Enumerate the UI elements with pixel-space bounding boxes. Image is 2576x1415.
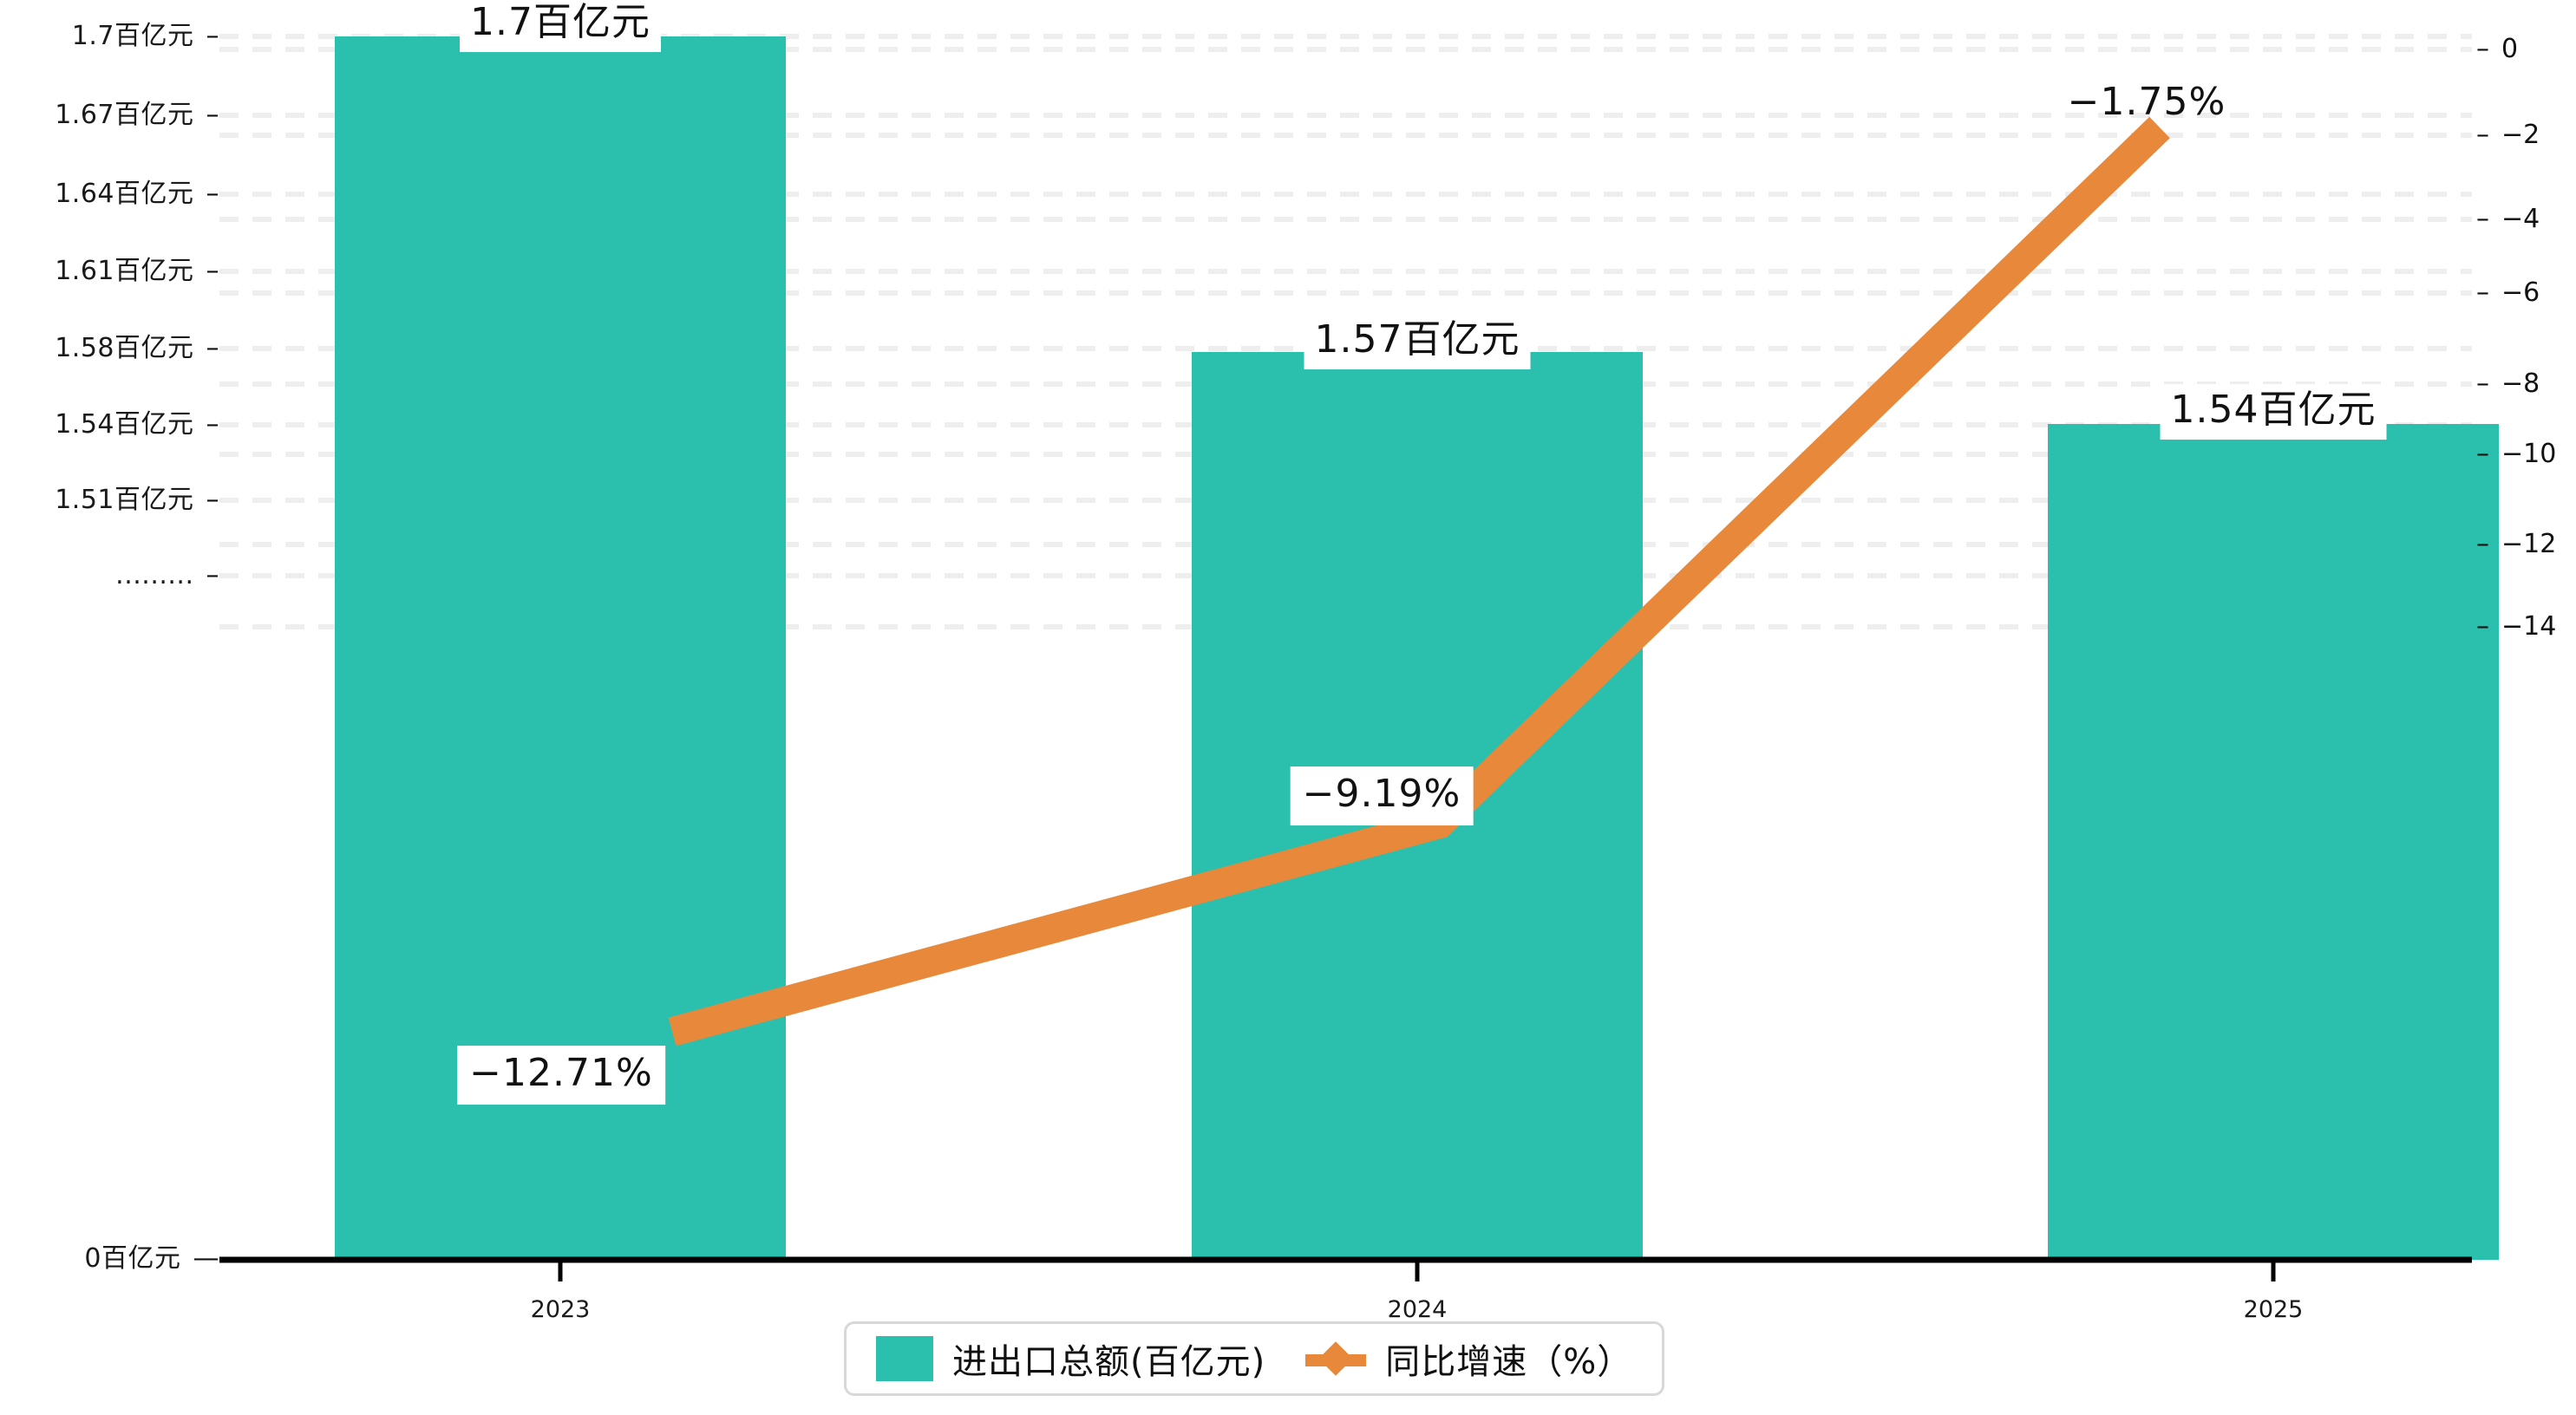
tick-text: 1.64百亿元 <box>55 179 194 209</box>
tick-text: −10 <box>2501 439 2557 469</box>
tick-text: 1.67百亿元 <box>55 100 194 130</box>
left-axis-tick-label: 0百亿元 — <box>84 1246 219 1272</box>
left-axis-tick-label: 1.58百亿元 – <box>55 336 219 362</box>
left-axis-tick-label: 1.64百亿元 – <box>55 181 219 207</box>
tick-dash: – <box>206 409 219 440</box>
right-axis-tick-label: – −4 <box>2476 206 2540 232</box>
tick-dash: – <box>2476 529 2489 559</box>
tick-dash: – <box>206 256 219 286</box>
tick-dash: – <box>2476 34 2489 64</box>
line-data-label: −9.19% <box>1290 766 1474 825</box>
tick-text: −14 <box>2501 611 2557 642</box>
chart-legend[interactable]: 进出口总额(百亿元) 同比增速（%） <box>844 1321 1665 1396</box>
right-axis-tick-label: – −6 <box>2476 280 2540 306</box>
left-axis-tick-label: 1.67百亿元 – <box>55 102 219 128</box>
tick-dash: – <box>206 21 219 51</box>
tick-text: −2 <box>2501 120 2540 150</box>
line-data-label: −1.75% <box>2067 80 2226 125</box>
right-axis-tick-label: – −10 <box>2476 441 2556 467</box>
legend-bar-swatch-icon <box>876 1336 933 1381</box>
tick-text: ......... <box>115 560 194 590</box>
tick-dash: – <box>2476 611 2489 642</box>
right-axis-tick-label: – −12 <box>2476 531 2556 558</box>
bar-data-label: 1.57百亿元 <box>1304 314 1531 369</box>
legend-line-marker-icon <box>1305 1341 1367 1376</box>
left-axis-tick-label: 1.7百亿元 – <box>72 23 219 49</box>
right-axis-tick-label: –0 <box>2476 36 2518 62</box>
line-data-label: −12.71% <box>457 1046 665 1105</box>
x-axis-tick-label: 2025 <box>2243 1296 2304 1323</box>
tick-dash: — <box>193 1243 219 1274</box>
right-axis-tick-label: – −14 <box>2476 614 2556 640</box>
tick-text: 1.54百亿元 <box>55 409 194 440</box>
right-axis-tick-label: – −8 <box>2476 371 2540 397</box>
tick-text: −6 <box>2501 277 2540 308</box>
tick-dash: – <box>2476 204 2489 234</box>
tick-text: 0百亿元 <box>84 1243 181 1274</box>
tick-text: −12 <box>2501 529 2557 559</box>
tick-dash: – <box>2476 439 2489 469</box>
tick-text: 1.61百亿元 <box>55 256 194 286</box>
legend-item[interactable]: 同比增速（%） <box>1305 1333 1632 1384</box>
tick-text: −8 <box>2501 368 2540 399</box>
bar-data-label: 1.7百亿元 <box>460 0 661 52</box>
legend-label: 进出口总额(百亿元) <box>952 1342 1266 1382</box>
tick-text: 1.51百亿元 <box>55 485 194 515</box>
bar[interactable] <box>2048 424 2499 1260</box>
left-axis-tick-label: ......... – <box>115 563 219 589</box>
left-axis-tick-label: 1.61百亿元 – <box>55 258 219 284</box>
tick-dash: – <box>206 560 219 590</box>
tick-dash: – <box>206 485 219 515</box>
diamond-marker-icon <box>1318 1341 1354 1376</box>
tick-dash: – <box>206 179 219 209</box>
tick-text: 1.58百亿元 <box>55 333 194 363</box>
left-axis-tick-label: 1.51百亿元 – <box>55 487 219 513</box>
tick-dash: – <box>2476 368 2489 399</box>
tick-dash: – <box>2476 120 2489 150</box>
x-axis-tick-label: 2023 <box>530 1296 591 1323</box>
x-tick-marks <box>558 1260 2276 1281</box>
tick-dash: – <box>2476 277 2489 308</box>
tick-dash: – <box>206 100 219 130</box>
tick-text: 0 <box>2501 34 2519 64</box>
x-axis-tick-label: 2024 <box>1387 1296 1448 1323</box>
legend-item[interactable]: 进出口总额(百亿元) <box>876 1333 1265 1384</box>
bar-data-label: 1.54百亿元 <box>2160 384 2387 440</box>
tick-text: −4 <box>2501 204 2540 234</box>
tick-text: 1.7百亿元 <box>71 21 194 51</box>
tick-dash: – <box>206 333 219 363</box>
left-axis-tick-label: 1.54百亿元 – <box>55 412 219 438</box>
legend-label: 同比增速（%） <box>1385 1342 1633 1382</box>
right-axis-tick-label: – −2 <box>2476 122 2540 148</box>
